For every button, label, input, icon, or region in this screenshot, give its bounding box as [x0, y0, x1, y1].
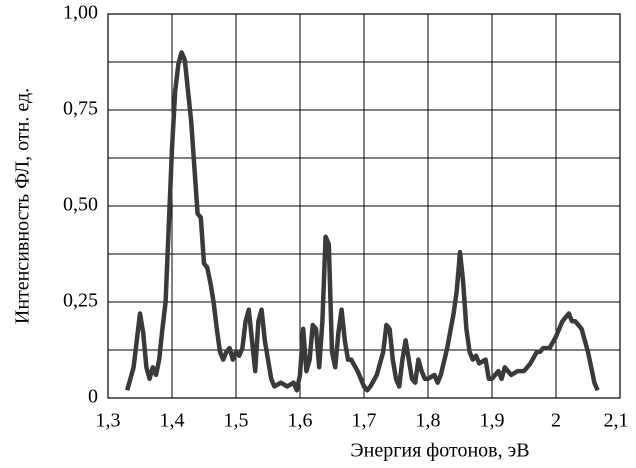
x-tick-label: 1,4: [160, 410, 185, 432]
x-tick-label: 2: [551, 410, 561, 432]
y-tick-label: 0: [88, 386, 98, 408]
y-tick-label: 0,50: [63, 194, 98, 216]
x-tick-label: 1,7: [352, 410, 377, 432]
x-tick-label: 2,1: [604, 410, 629, 432]
y-tick-label: 1,00: [63, 2, 98, 24]
line-series: [125, 50, 600, 393]
x-tick-label: 1,6: [288, 410, 313, 432]
x-tick-label: 1,9: [480, 410, 505, 432]
y-tick-label: 0,75: [63, 98, 98, 120]
x-axis-label: Энергия фотонов, эВ: [350, 440, 529, 462]
x-tick-label: 1,8: [416, 410, 441, 432]
y-tick-label: 0,25: [63, 290, 98, 312]
x-tick-label: 1,3: [96, 410, 121, 432]
x-tick-label: 1,5: [224, 410, 249, 432]
y-axis-label: Интенсивность ФЛ, отн. ед.: [12, 88, 34, 324]
